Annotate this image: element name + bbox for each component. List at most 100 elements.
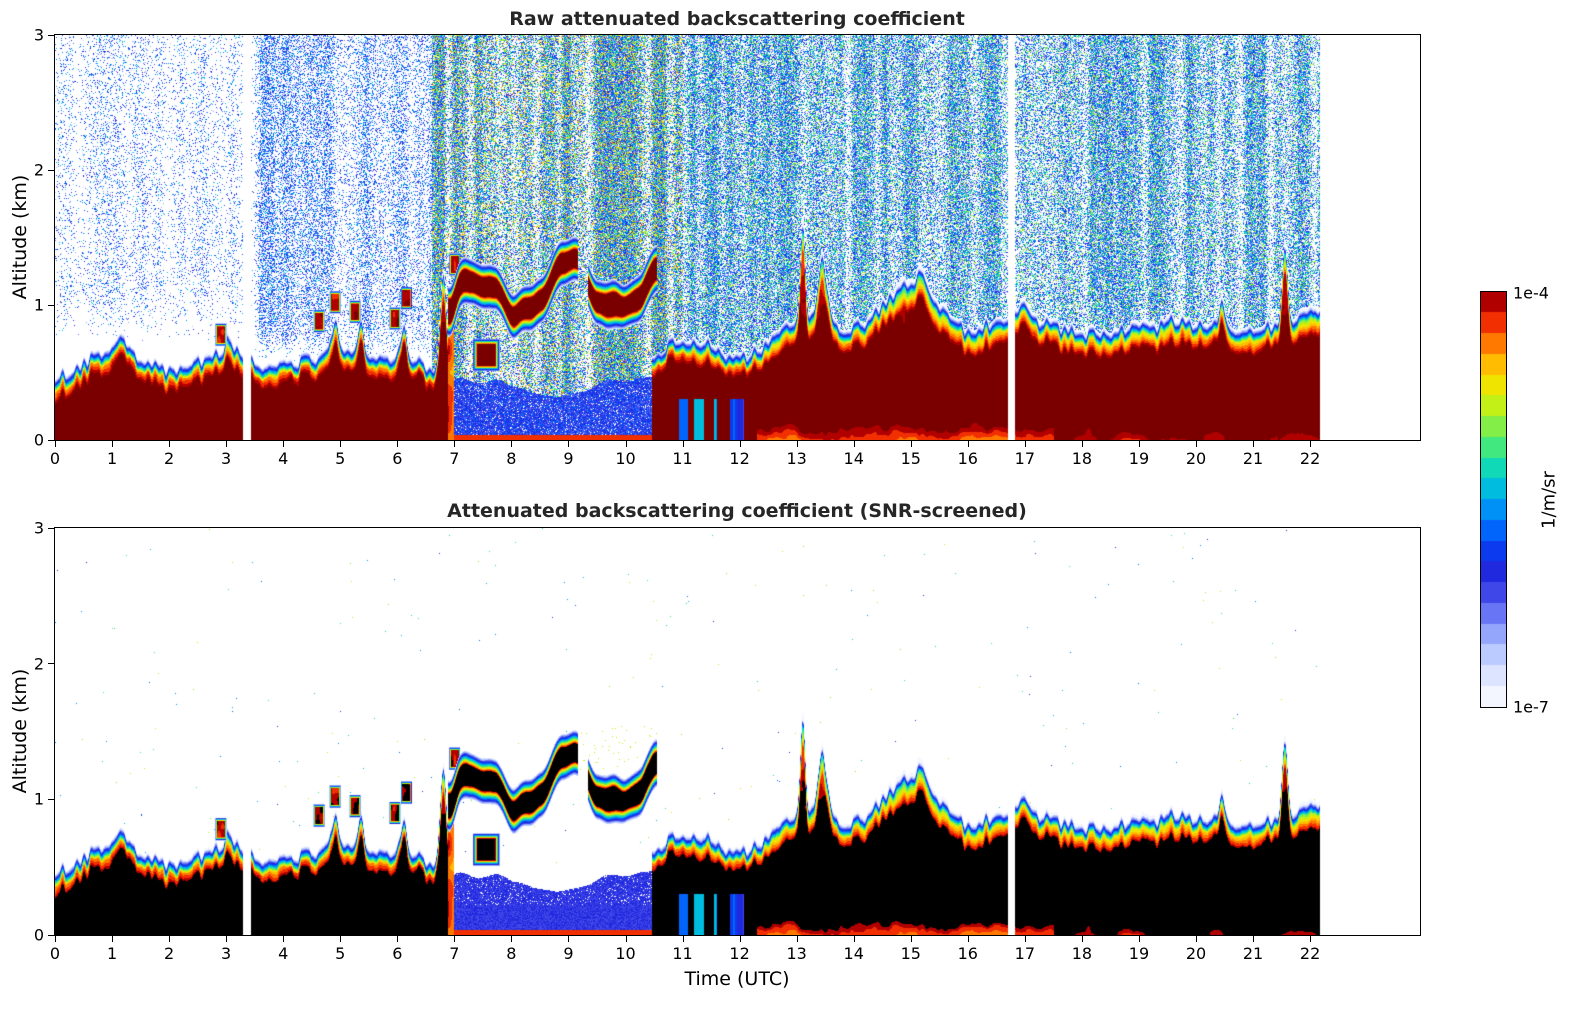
panel-title-screened: Attenuated backscattering coefficient (S…	[447, 500, 1027, 522]
x-tick-mark	[796, 441, 798, 447]
x-tick-label: 2	[164, 944, 175, 963]
x-tick-label: 20	[1185, 449, 1207, 468]
x-tick-mark	[1081, 936, 1083, 942]
x-tick-label: 11	[672, 944, 693, 963]
x-tick-mark	[1310, 936, 1312, 942]
x-tick-mark	[454, 936, 456, 942]
x-tick-mark	[1138, 936, 1140, 942]
y-tick-mark	[48, 169, 54, 171]
y-tick-mark	[48, 304, 54, 306]
x-tick-label: 12	[729, 944, 750, 963]
y-tick-label: 0	[33, 925, 44, 945]
x-tick-mark	[568, 936, 570, 942]
y-tick-label: 2	[33, 160, 44, 180]
x-tick-label: 17	[1014, 944, 1036, 963]
x-tick-label: 4	[278, 449, 289, 468]
x-tick-mark	[682, 441, 684, 447]
x-tick-mark	[967, 936, 969, 942]
x-tick-mark	[55, 936, 56, 942]
x-tick-label: 19	[1128, 449, 1150, 468]
x-tick-label: 12	[729, 449, 750, 468]
x-tick-label: 22	[1299, 449, 1321, 468]
x-tick-mark	[340, 441, 342, 447]
x-tick-label: 14	[843, 449, 864, 468]
panel-title-raw: Raw attenuated backscattering coefficien…	[509, 8, 965, 30]
x-tick-mark	[397, 441, 399, 447]
x-tick-label: 21	[1242, 449, 1264, 468]
x-tick-mark	[169, 936, 171, 942]
x-tick-mark	[853, 441, 855, 447]
colorbar-gradient	[1481, 292, 1506, 707]
x-tick-label: 18	[1071, 449, 1093, 468]
x-tick-label: 6	[392, 944, 403, 963]
x-tick-label: 18	[1071, 944, 1093, 963]
y-tick-mark	[48, 439, 54, 441]
y-tick-label: 2	[33, 654, 44, 674]
y-axis-label-bottom: Altitude (km)	[9, 668, 31, 794]
x-tick-label: 15	[900, 449, 921, 468]
y-tick-label: 1	[33, 295, 44, 315]
x-tick-mark	[796, 936, 798, 942]
x-tick-label: 15	[900, 944, 921, 963]
x-tick-label: 8	[506, 944, 517, 963]
x-tick-label: 5	[335, 449, 346, 468]
y-tick-label: 3	[33, 25, 44, 45]
y-tick-label: 0	[33, 430, 44, 450]
x-tick-mark	[1196, 441, 1197, 447]
y-tick-mark	[48, 934, 54, 936]
x-tick-mark	[739, 441, 741, 447]
x-tick-mark	[226, 441, 228, 447]
x-tick-label: 0	[49, 449, 61, 468]
x-tick-label: 16	[957, 449, 978, 468]
x-tick-mark	[55, 441, 56, 447]
x-tick-mark	[1138, 441, 1140, 447]
x-tick-label: 19	[1128, 944, 1150, 963]
x-tick-mark	[739, 936, 741, 942]
x-tick-mark	[454, 441, 456, 447]
x-tick-mark	[682, 936, 684, 942]
x-tick-mark	[169, 441, 171, 447]
x-tick-label: 9	[563, 944, 574, 963]
x-tick-mark	[910, 936, 912, 942]
x-tick-label: 20	[1185, 944, 1207, 963]
x-tick-label: 7	[449, 449, 460, 468]
x-tick-mark	[568, 441, 570, 447]
x-tick-mark	[1196, 936, 1197, 942]
screened-backscatter-heatmap	[55, 528, 1420, 935]
x-tick-label: 17	[1014, 449, 1036, 468]
x-tick-label: 1	[106, 944, 118, 963]
x-tick-label: 3	[221, 944, 232, 963]
x-tick-label: 0	[49, 944, 61, 963]
y-tick-mark	[48, 663, 54, 665]
colorbar-max-label: 1e-4	[1513, 283, 1549, 303]
x-tick-mark	[112, 441, 114, 447]
x-tick-label: 13	[786, 944, 807, 963]
x-tick-mark	[967, 441, 969, 447]
x-tick-mark	[1024, 441, 1026, 447]
x-tick-mark	[511, 936, 513, 942]
x-tick-mark	[1253, 936, 1255, 942]
x-tick-mark	[112, 936, 114, 942]
y-tick-mark	[48, 527, 54, 529]
x-tick-label: 16	[957, 944, 978, 963]
x-tick-label: 14	[843, 944, 864, 963]
x-tick-label: 6	[392, 449, 403, 468]
x-tick-label: 21	[1242, 944, 1264, 963]
x-tick-mark	[511, 441, 513, 447]
x-tick-mark	[625, 441, 627, 447]
y-tick-mark	[48, 798, 54, 800]
x-tick-mark	[283, 936, 285, 942]
x-tick-mark	[1024, 936, 1026, 942]
x-tick-label: 22	[1299, 944, 1321, 963]
x-tick-mark	[910, 441, 912, 447]
x-tick-mark	[397, 936, 399, 942]
x-tick-mark	[226, 936, 228, 942]
x-tick-mark	[283, 441, 285, 447]
y-axis-label-top: Altitude (km)	[9, 174, 31, 300]
x-tick-label: 3	[221, 449, 232, 468]
y-tick-mark	[48, 34, 54, 36]
x-tick-label: 9	[563, 449, 574, 468]
x-tick-label: 10	[615, 944, 636, 963]
x-tick-mark	[625, 936, 627, 942]
